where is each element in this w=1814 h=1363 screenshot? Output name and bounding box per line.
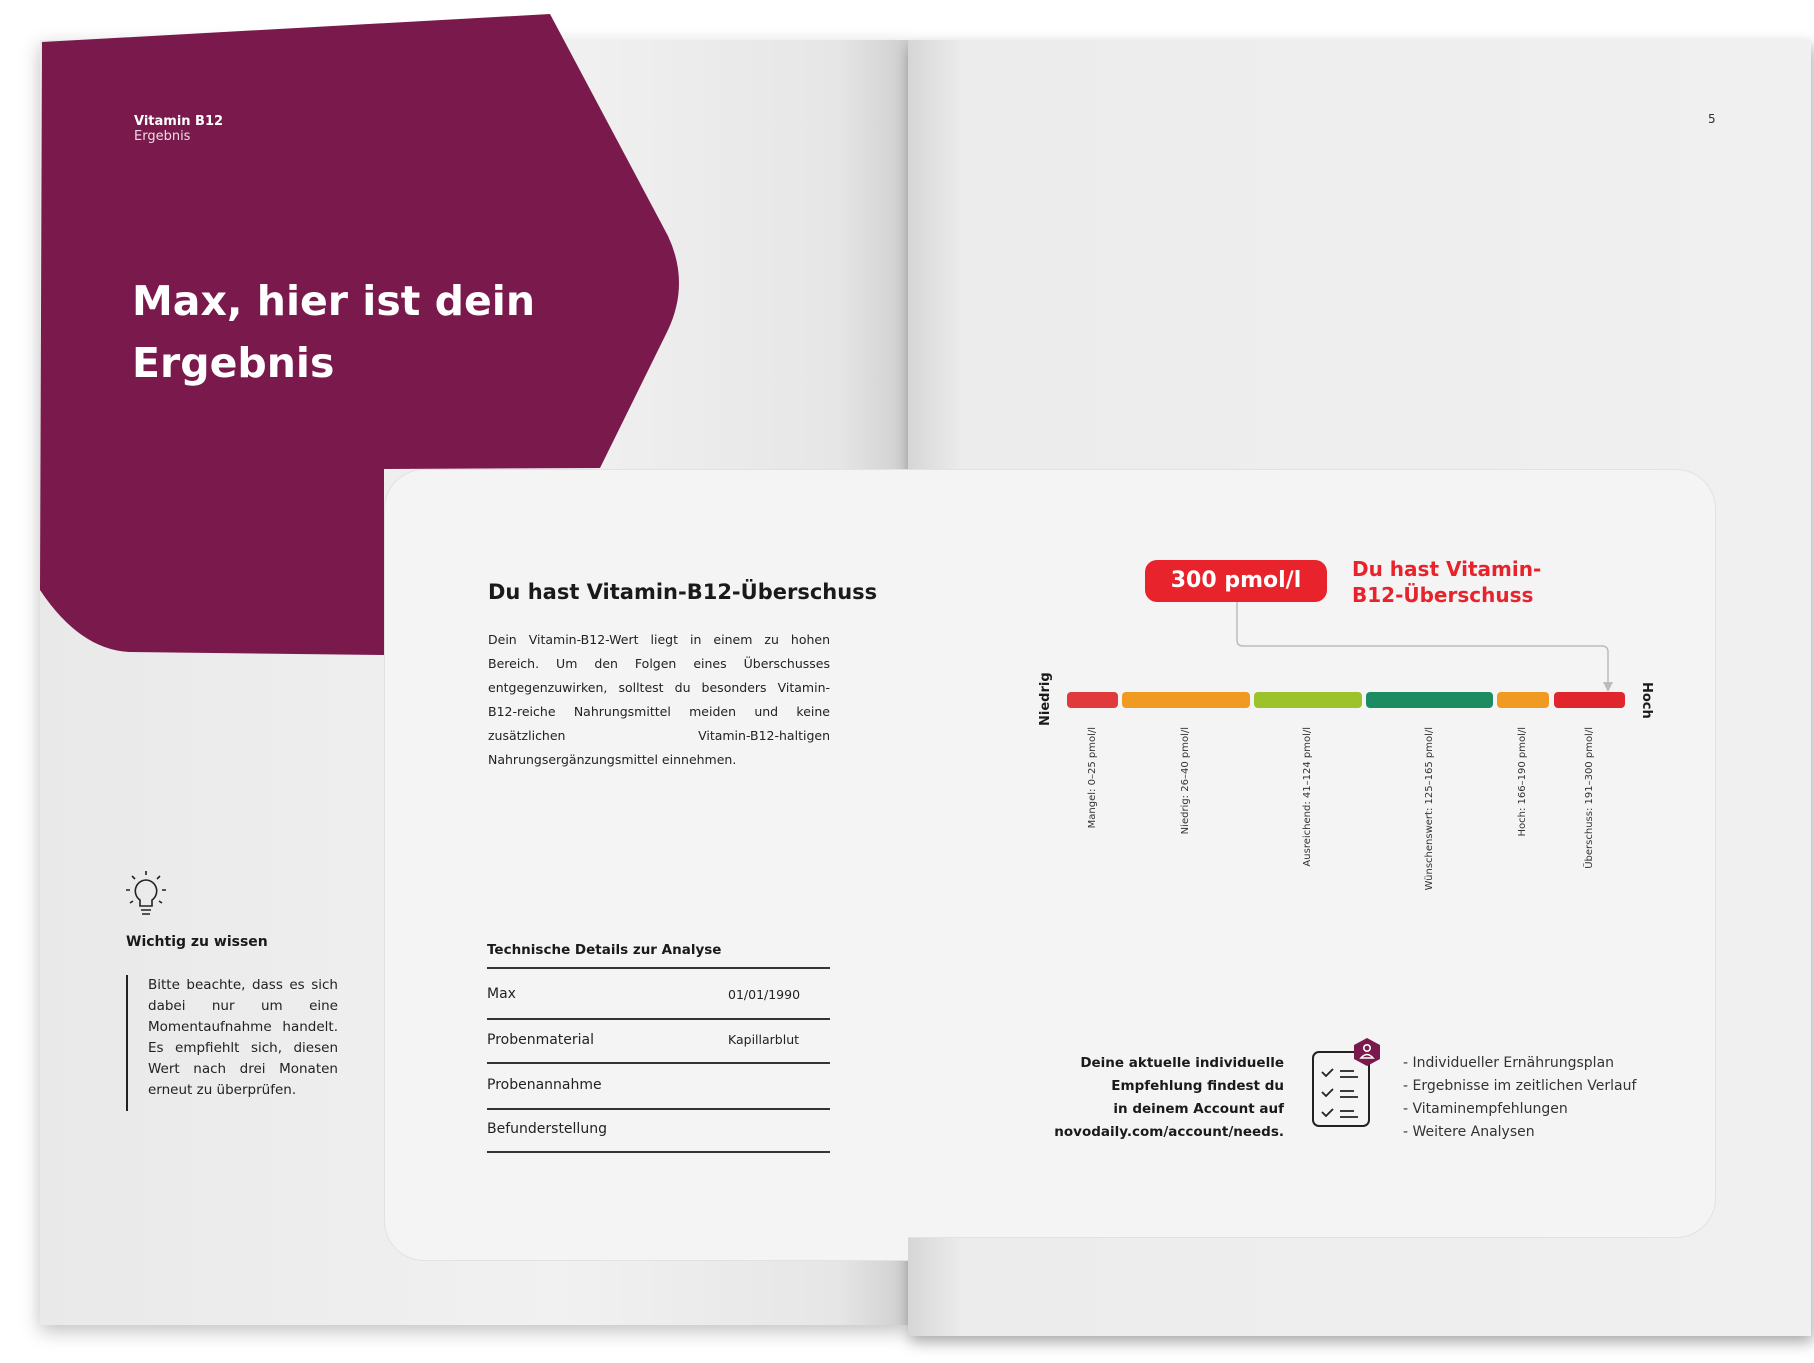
tip-title: Wichtig zu wissen [126, 934, 268, 950]
brand-shape [40, 14, 679, 655]
scale-segment [1254, 692, 1362, 708]
scale-segment [1497, 692, 1549, 708]
section-subtitle: Ergebnis [134, 129, 191, 144]
headline-line: Ergebnis [132, 339, 335, 387]
scale-segment [1067, 692, 1118, 708]
checklist-user-icon [1312, 1038, 1380, 1127]
scale-high-label: Hoch [1639, 682, 1654, 719]
account-line: in deinem Account auf [1113, 1101, 1284, 1117]
result-body: Dein Vitamin-B12-Wert liegt in einem zu … [488, 632, 830, 767]
scale-segment-label: Mangel: 0–25 pmol/l [1086, 727, 1098, 829]
divider [487, 1062, 830, 1064]
scale-segment-label: Wünschenswert: 125–165 pmol/l [1423, 727, 1435, 891]
scale-low-label: Niedrig [1038, 672, 1053, 726]
value-badge: 300 pmol/l [1145, 560, 1327, 602]
feature-item: - Weitere Analysen [1403, 1124, 1535, 1140]
scale-segment-label: Niedrig: 26–40 pmol/l [1180, 727, 1191, 835]
divider [487, 1018, 830, 1020]
scale-segment-label: Überschuss: 191–300 pmol/l [1583, 727, 1595, 869]
status-line: Du hast Vitamin- [1352, 557, 1542, 581]
account-text: Deine aktuelle individuelle Empfehlung f… [1030, 1052, 1284, 1144]
detail-label: Probenmaterial [487, 1032, 595, 1048]
account-link[interactable]: novodaily.com/account/needs. [1054, 1124, 1284, 1140]
result-heading: Du hast Vitamin-B12-Überschuss [488, 580, 878, 604]
account-line: Deine aktuelle individuelle [1080, 1055, 1284, 1071]
divider [487, 1108, 830, 1110]
section-title: Vitamin B12 [134, 114, 224, 129]
page-number: 5 [1708, 112, 1716, 126]
detail-label: Befunderstellung [487, 1121, 607, 1137]
scale-segment [1554, 692, 1625, 708]
result-card-left [384, 469, 908, 1261]
status-text: Du hast Vitamin- B12-Überschuss [1352, 556, 1541, 608]
tip-body: Bitte beachte, dass es sich dabei nur um… [126, 975, 338, 1111]
scale-segment [1122, 692, 1250, 708]
detail-value: Kapillarblut [728, 1032, 800, 1047]
lightbulb-icon [126, 871, 166, 915]
scale-segment-label: Ausreichend: 41–124 pmol/l [1302, 727, 1313, 867]
marker-connector [1236, 602, 1613, 692]
details-heading: Technische Details zur Analyse [487, 942, 722, 958]
feature-item: - Vitaminempfehlungen [1403, 1101, 1568, 1117]
headline-line: Max, hier ist dein [132, 277, 536, 325]
feature-item: - Individueller Ernährungsplan [1403, 1055, 1615, 1071]
status-line: B12-Überschuss [1352, 583, 1534, 607]
scale-segment [1366, 692, 1493, 708]
page-headline: Max, hier ist dein Ergebnis [132, 270, 535, 394]
detail-label: Probenannahme [487, 1077, 602, 1093]
divider [487, 1151, 830, 1153]
divider [487, 967, 830, 969]
account-line: Empfehlung findest du [1111, 1078, 1284, 1094]
scale-segment-label: Hoch: 166–190 pmol/l [1517, 727, 1528, 837]
detail-value: 01/01/1990 [728, 987, 801, 1002]
detail-label: Max [487, 986, 516, 1002]
feature-list: - Individueller Ernährungsplan - Ergebni… [1403, 1052, 1636, 1144]
feature-item: - Ergebnisse im zeitlichen Verlauf [1403, 1078, 1637, 1094]
